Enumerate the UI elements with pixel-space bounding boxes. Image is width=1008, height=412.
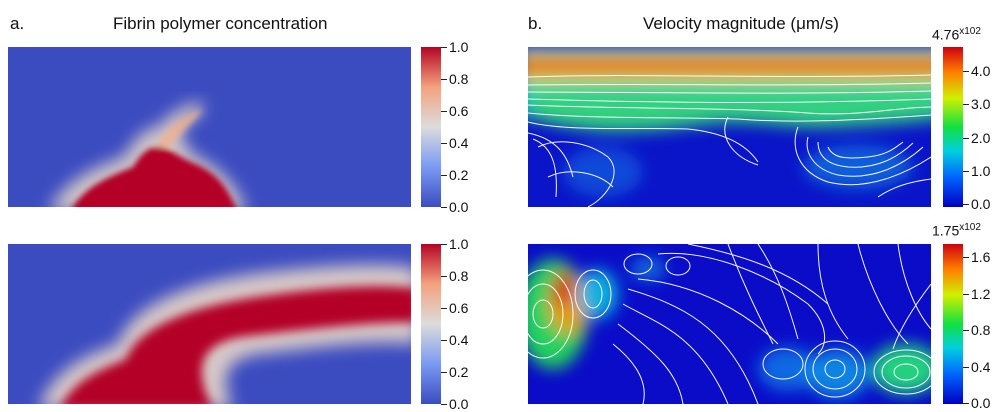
colorbar-max-pow: 2 xyxy=(975,26,981,37)
colorbar-tick: 2.0 xyxy=(962,130,991,146)
colorbar-tick: 0.0 xyxy=(962,196,991,212)
colorbar-tick: 0.0 xyxy=(440,396,469,412)
concentration-plot-bottom xyxy=(8,244,411,404)
colorbar-tick: 1.6 xyxy=(962,249,991,265)
colorbar-tick: 4.0 xyxy=(962,63,991,79)
colorbar-tick: 0.8 xyxy=(440,268,469,284)
panel-a-letter: a. xyxy=(10,14,25,33)
velocity-plot-top xyxy=(528,47,931,207)
panel-a-title: Fibrin polymer concentration xyxy=(113,14,328,33)
concentration-colorbar-top xyxy=(421,47,441,207)
colorbar-tick: 0.8 xyxy=(440,71,469,87)
colorbar-max-value: 1.75 xyxy=(932,222,960,239)
colorbar-tick: 0.6 xyxy=(440,103,469,119)
velocity-colorbar-bottom xyxy=(943,244,963,404)
colorbar-max-value: 4.76 xyxy=(932,26,960,43)
colorbar-tick: 1.0 xyxy=(962,163,991,179)
colorbar-tick: 0.4 xyxy=(440,332,469,348)
velocity-colorbar-bottom-max: 1.75x102 xyxy=(932,222,981,239)
concentration-plot-top xyxy=(8,47,411,207)
colorbar-tick: 3.0 xyxy=(962,96,991,112)
velocity-colorbar-top-max: 4.76x102 xyxy=(932,26,981,43)
colorbar-tick: 0.4 xyxy=(440,135,469,151)
velocity-colorbar-top xyxy=(943,47,963,207)
colorbar-tick: 0.0 xyxy=(440,199,469,215)
colorbar-tick: 1.0 xyxy=(440,236,469,252)
colorbar-tick: 0.4 xyxy=(962,359,991,375)
colorbar-tick: 0.8 xyxy=(962,322,991,338)
colorbar-tick: 1.0 xyxy=(440,39,469,55)
colorbar-tick: 0.2 xyxy=(440,364,469,380)
colorbar-tick: 1.2 xyxy=(962,286,991,302)
panel-b-letter: b. xyxy=(528,14,543,33)
velocity-plot-bottom xyxy=(528,244,931,404)
colorbar-tick: 0.6 xyxy=(440,300,469,316)
colorbar-tick: 0.2 xyxy=(440,167,469,183)
colorbar-max-pow: 2 xyxy=(975,222,981,233)
colorbar-tick: 0.0 xyxy=(962,395,991,411)
panel-b-title: Velocity magnitude (μm/s) xyxy=(643,14,839,33)
colorbar-max-exp: x10 xyxy=(959,26,976,37)
colorbar-max-exp: x10 xyxy=(959,222,976,233)
concentration-colorbar-bottom xyxy=(421,244,441,404)
